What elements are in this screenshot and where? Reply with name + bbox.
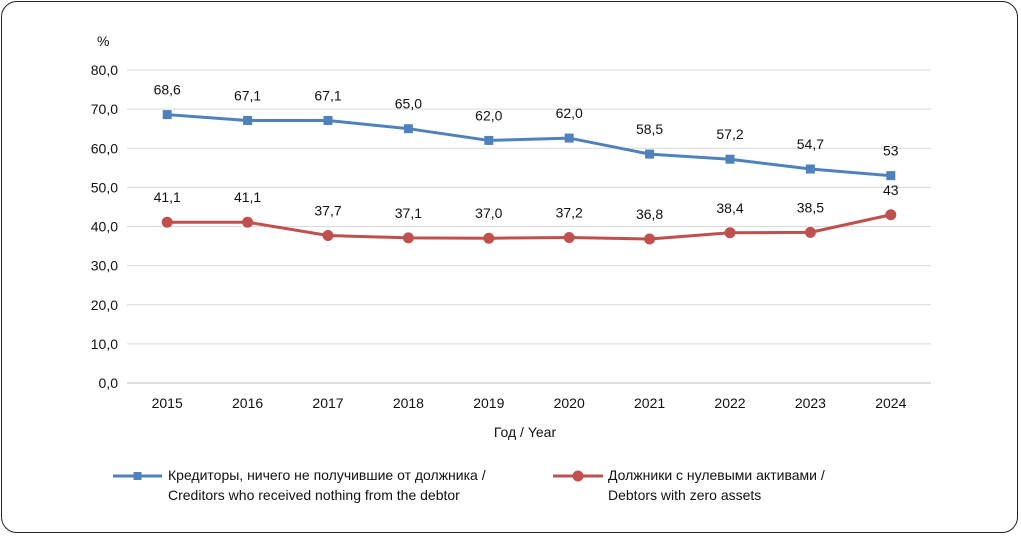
gridlines xyxy=(127,69,931,384)
data-label: 62,0 xyxy=(556,105,583,121)
series-group: 68,6 67,1 67,1 65,0 62,0 62,0 58,5 57,2 54,7 53 41… xyxy=(154,82,899,245)
y-axis-label: % xyxy=(97,33,109,49)
data-label: 37,7 xyxy=(314,202,341,218)
x-axis-label: Год / Year xyxy=(494,424,557,440)
x-tick-label: 2022 xyxy=(714,395,745,411)
data-label: 37,0 xyxy=(475,205,502,221)
data-point xyxy=(323,115,333,125)
x-tick-label: 2019 xyxy=(473,395,504,411)
data-point xyxy=(162,110,172,120)
y-tick-label: 20,0 xyxy=(91,297,118,313)
data-point xyxy=(725,154,735,164)
x-tick-label: 2020 xyxy=(554,395,585,411)
data-point xyxy=(805,164,815,174)
y-tick-label: 60,0 xyxy=(91,140,118,156)
data-point xyxy=(886,171,896,181)
data-point xyxy=(242,216,254,228)
data-point xyxy=(322,229,334,241)
data-point xyxy=(483,232,495,244)
data-label: 58,5 xyxy=(636,121,663,137)
y-tick-label: 70,0 xyxy=(91,101,118,117)
x-tick-label: 2024 xyxy=(875,395,906,411)
data-label: 41,1 xyxy=(154,189,181,205)
data-label: 38,5 xyxy=(797,199,824,215)
y-tick-label: 40,0 xyxy=(91,219,118,235)
legend: Кредиторы, ничего не получившие от должн… xyxy=(113,467,825,503)
x-tick-label: 2023 xyxy=(795,395,826,411)
data-point xyxy=(563,231,575,243)
data-label: 38,4 xyxy=(716,200,743,216)
series-line-0 xyxy=(167,113,891,178)
data-point xyxy=(644,233,656,245)
data-label: 67,1 xyxy=(234,87,261,103)
data-point xyxy=(484,135,494,145)
series-line-1 xyxy=(167,213,892,241)
data-point xyxy=(804,226,816,238)
data-point xyxy=(564,133,574,143)
data-label: 65,0 xyxy=(395,96,422,112)
data-point xyxy=(885,209,897,221)
x-tick-label: 2021 xyxy=(634,395,665,411)
legend-label-debtors-line2: Debtors with zero assets xyxy=(608,487,761,503)
x-tick-label: 2017 xyxy=(312,395,343,411)
legend-label-creditors-line1: Кредиторы, ничего не получившие от должн… xyxy=(168,467,486,483)
y-tick-label: 50,0 xyxy=(91,179,118,195)
data-label: 36,8 xyxy=(636,206,663,222)
data-point xyxy=(243,115,253,125)
data-label: 62,0 xyxy=(475,107,502,123)
x-axis-ticks: 2015 2016 2017 2018 2019 2020 2021 2022 2023 2024 xyxy=(152,395,907,411)
x-tick-label: 2016 xyxy=(232,395,263,411)
y-axis-ticks: 0,0 10,0 20,0 30,0 40,0 50,0 60,0 70,0 80,0 xyxy=(91,62,118,391)
data-point xyxy=(645,149,655,159)
data-label: 54,7 xyxy=(797,136,824,152)
data-point xyxy=(402,232,414,244)
y-tick-label: 10,0 xyxy=(91,336,118,352)
data-label: 57,2 xyxy=(716,126,743,142)
data-label: 37,1 xyxy=(395,205,422,221)
data-label: 53 xyxy=(883,143,899,159)
legend-marker-debtors xyxy=(572,470,584,482)
y-tick-label: 0,0 xyxy=(99,375,119,391)
data-point xyxy=(403,124,413,134)
x-tick-label: 2018 xyxy=(393,395,424,411)
data-point xyxy=(161,216,173,228)
data-label: 37,2 xyxy=(556,204,583,220)
legend-marker-creditors xyxy=(133,472,142,480)
legend-label-debtors-line1: Должники с нулевыми активами / xyxy=(608,467,825,483)
legend-label-creditors-line2: Creditors who received nothing from the … xyxy=(168,487,460,503)
data-label: 67,1 xyxy=(314,87,341,103)
data-label: 41,1 xyxy=(234,189,261,205)
data-label: 43 xyxy=(883,182,899,198)
data-label: 68,6 xyxy=(154,82,181,98)
x-tick-label: 2015 xyxy=(152,395,183,411)
y-tick-label: 80,0 xyxy=(91,62,118,78)
data-point xyxy=(724,227,736,239)
y-tick-label: 30,0 xyxy=(91,258,118,274)
